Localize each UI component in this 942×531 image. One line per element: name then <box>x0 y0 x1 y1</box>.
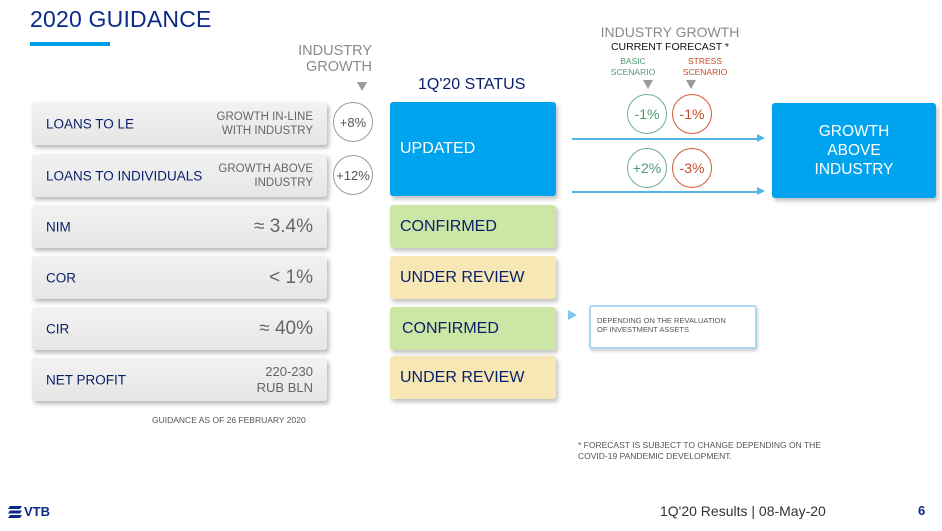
page-number: 6 <box>918 503 926 518</box>
row-note: GROWTH ABOVE INDUSTRY <box>218 162 313 189</box>
stress-forecast-le: -1% <box>672 94 712 134</box>
vtb-logo: VTB <box>8 504 50 519</box>
cir-note-box: DEPENDING ON THE REVALUATION OF INVESTME… <box>589 305 757 349</box>
down-triangle-icon <box>686 80 696 89</box>
guidance-date: GUIDANCE AS OF 26 FEBRUARY 2020 <box>152 415 306 425</box>
status-cor: UNDER REVIEW <box>390 256 556 299</box>
status-cir: CONFIRMED <box>390 307 556 350</box>
row-loans-to-individuals: LOANS TO INDIVIDUALS GROWTH ABOVE INDUST… <box>32 154 327 197</box>
status-updated: UPDATED <box>390 102 556 196</box>
arrow-line <box>572 191 758 193</box>
row-note: GROWTH IN-LINE WITH INDUSTRY <box>216 110 313 137</box>
basic-forecast-individuals: +2% <box>627 148 667 188</box>
row-label: LOANS TO LE <box>46 116 135 131</box>
page-title: 2020 GUIDANCE <box>30 6 212 32</box>
row-value: 220-230 RUB BLN <box>256 363 313 395</box>
footnote: * FORECAST IS SUBJECT TO CHANGE DEPENDIN… <box>578 440 821 461</box>
arrow-right-icon <box>757 134 765 142</box>
forecast-title: INDUSTRY GROWTH <box>600 24 740 40</box>
outcome-box: GROWTH ABOVE INDUSTRY <box>772 103 936 198</box>
footer-report: 1Q'20 Results | 08-May-20 <box>660 503 826 519</box>
row-cor: COR < 1% <box>32 256 327 299</box>
arrow-right-icon <box>757 187 765 195</box>
row-loans-to-le: LOANS TO LE GROWTH IN-LINE WITH INDUSTRY <box>32 102 327 145</box>
status-nim: CONFIRMED <box>390 205 556 248</box>
title-underline <box>30 42 110 46</box>
status-header: 1Q'20 STATUS <box>418 76 526 93</box>
arrow-line <box>572 138 758 140</box>
industry-growth-individuals: +12% <box>333 155 373 195</box>
outcome-text: GROWTH ABOVE INDUSTRY <box>814 123 894 178</box>
industry-growth-header: INDUSTRY GROWTH <box>298 43 372 75</box>
down-triangle-icon <box>357 82 367 91</box>
row-label: LOANS TO INDIVIDUALS <box>46 168 203 183</box>
row-value: ≈ 40% <box>259 317 313 339</box>
row-cir: CIR ≈ 40% <box>32 307 327 350</box>
cir-note-text: DEPENDING ON THE REVALUATION OF INVESTME… <box>597 316 726 334</box>
stress-forecast-individuals: -3% <box>672 148 712 188</box>
basic-scenario-label: BASIC SCENARIO <box>610 56 656 77</box>
stress-scenario-label: STRESS SCENARIO <box>682 56 728 77</box>
row-label: NIM <box>46 219 71 234</box>
row-label: COR <box>46 270 76 285</box>
row-nim: NIM ≈ 3.4% <box>32 205 327 248</box>
pointer-right-icon <box>568 310 577 320</box>
status-net-profit: UNDER REVIEW <box>390 356 556 399</box>
row-label: CIR <box>46 321 70 336</box>
row-value: < 1% <box>269 266 313 288</box>
row-value: ≈ 3.4% <box>253 215 313 237</box>
industry-growth-le: +8% <box>333 102 373 142</box>
down-triangle-icon <box>643 80 653 89</box>
vtb-logo-icon <box>8 505 22 518</box>
vtb-logo-text: VTB <box>24 504 50 519</box>
forecast-subtitle: CURRENT FORECAST * <box>610 41 730 53</box>
row-net-profit: NET PROFIT 220-230 RUB BLN <box>32 358 327 401</box>
row-label: NET PROFIT <box>46 372 127 387</box>
basic-forecast-le: -1% <box>627 94 667 134</box>
